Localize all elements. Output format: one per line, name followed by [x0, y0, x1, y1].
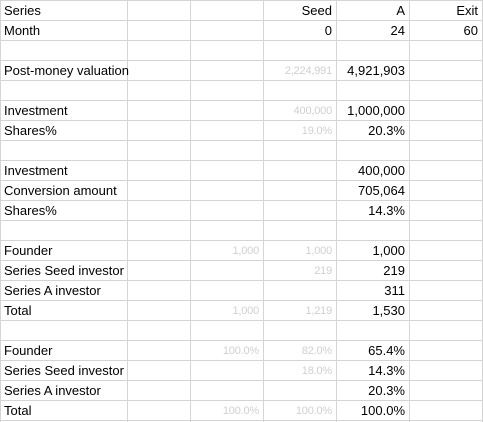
cell-seed-investment[interactable]: 400,000	[293, 105, 333, 117]
cell-exit-month[interactable]: 60	[463, 23, 478, 38]
cell-seed-founder[interactable]: 1,000	[305, 245, 332, 257]
grid-line	[336, 0, 337, 422]
cell-seed-header[interactable]: Seed	[301, 3, 332, 18]
cell-a-investor-label[interactable]: Series A investor	[4, 283, 101, 298]
cell-a-shares[interactable]: 20.3%	[368, 123, 405, 138]
cell-own-a-investor-label[interactable]: Series A investor	[4, 383, 101, 398]
grid-line	[127, 0, 128, 422]
cell-a-founder[interactable]: 1,000	[372, 243, 405, 258]
cell-conv-shares-label[interactable]: Shares%	[4, 203, 57, 218]
cell-a-valuation[interactable]: 4,921,903	[347, 63, 405, 78]
cell-a-header[interactable]: A	[396, 3, 405, 18]
cell-a-investment[interactable]: 1,000,000	[347, 103, 405, 118]
cell-valuation-label[interactable]: Post-money valuation	[4, 63, 130, 78]
cell-pre-own-total[interactable]: 100.0%	[222, 405, 259, 417]
cell-series-label[interactable]: Series	[4, 3, 41, 18]
grid-line	[263, 0, 264, 422]
cell-a-a-investor[interactable]: 311	[384, 283, 405, 298]
cell-seed-own-founder[interactable]: 82.0%	[301, 345, 332, 357]
cell-seed-valuation[interactable]: 2,224,991	[284, 65, 332, 77]
cell-own-founder-label[interactable]: Founder	[4, 343, 53, 358]
cell-total-label[interactable]: Total	[4, 303, 32, 318]
cell-a-conv-investment[interactable]: 400,000	[358, 163, 405, 178]
cell-shares-label[interactable]: Shares%	[4, 123, 57, 138]
cell-pre-founder[interactable]: 1,000	[232, 245, 259, 257]
cell-pre-total[interactable]: 1,000	[232, 305, 259, 317]
cell-a-month[interactable]: 24	[390, 23, 405, 38]
grid-line	[0, 0, 1, 422]
cell-exit-header[interactable]: Exit	[456, 3, 478, 18]
cell-month-label[interactable]: Month	[4, 23, 41, 38]
cell-a-own-founder[interactable]: 65.4%	[368, 343, 405, 358]
grid-line	[409, 0, 410, 422]
cell-seed-month[interactable]: 0	[324, 23, 332, 38]
cell-a-own-seed-investor[interactable]: 14.3%	[368, 363, 405, 378]
cell-founder-label[interactable]: Founder	[4, 243, 53, 258]
cell-seed-total[interactable]: 1,219	[305, 305, 332, 317]
cell-investment-label[interactable]: Investment	[4, 103, 68, 118]
cell-seed-shares[interactable]: 19.0%	[301, 125, 332, 137]
cell-conv-investment-label[interactable]: Investment	[4, 163, 68, 178]
cell-a-seed-investor[interactable]: 219	[383, 263, 405, 278]
cell-seed-seed-investor[interactable]: 219	[314, 265, 332, 277]
cell-seed-investor-label[interactable]: Series Seed investor	[4, 263, 124, 278]
cell-pre-own-founder[interactable]: 100.0%	[222, 345, 259, 357]
cell-conversion-amount-label[interactable]: Conversion amount	[4, 183, 117, 198]
cell-a-conv-shares[interactable]: 14.3%	[368, 203, 405, 218]
cell-a-total[interactable]: 1,530	[372, 303, 405, 318]
cell-seed-own-seed-investor[interactable]: 18.0%	[301, 365, 332, 377]
cell-a-conversion-amount[interactable]: 705,064	[358, 183, 405, 198]
grid-line	[190, 0, 191, 422]
cell-a-own-a-investor[interactable]: 20.3%	[368, 383, 405, 398]
cell-seed-own-total[interactable]: 100.0%	[295, 405, 332, 417]
cell-own-seed-investor-label[interactable]: Series Seed investor	[4, 363, 124, 378]
cell-own-total-label[interactable]: Total	[4, 403, 32, 418]
cell-a-own-total[interactable]: 100.0%	[360, 403, 405, 418]
